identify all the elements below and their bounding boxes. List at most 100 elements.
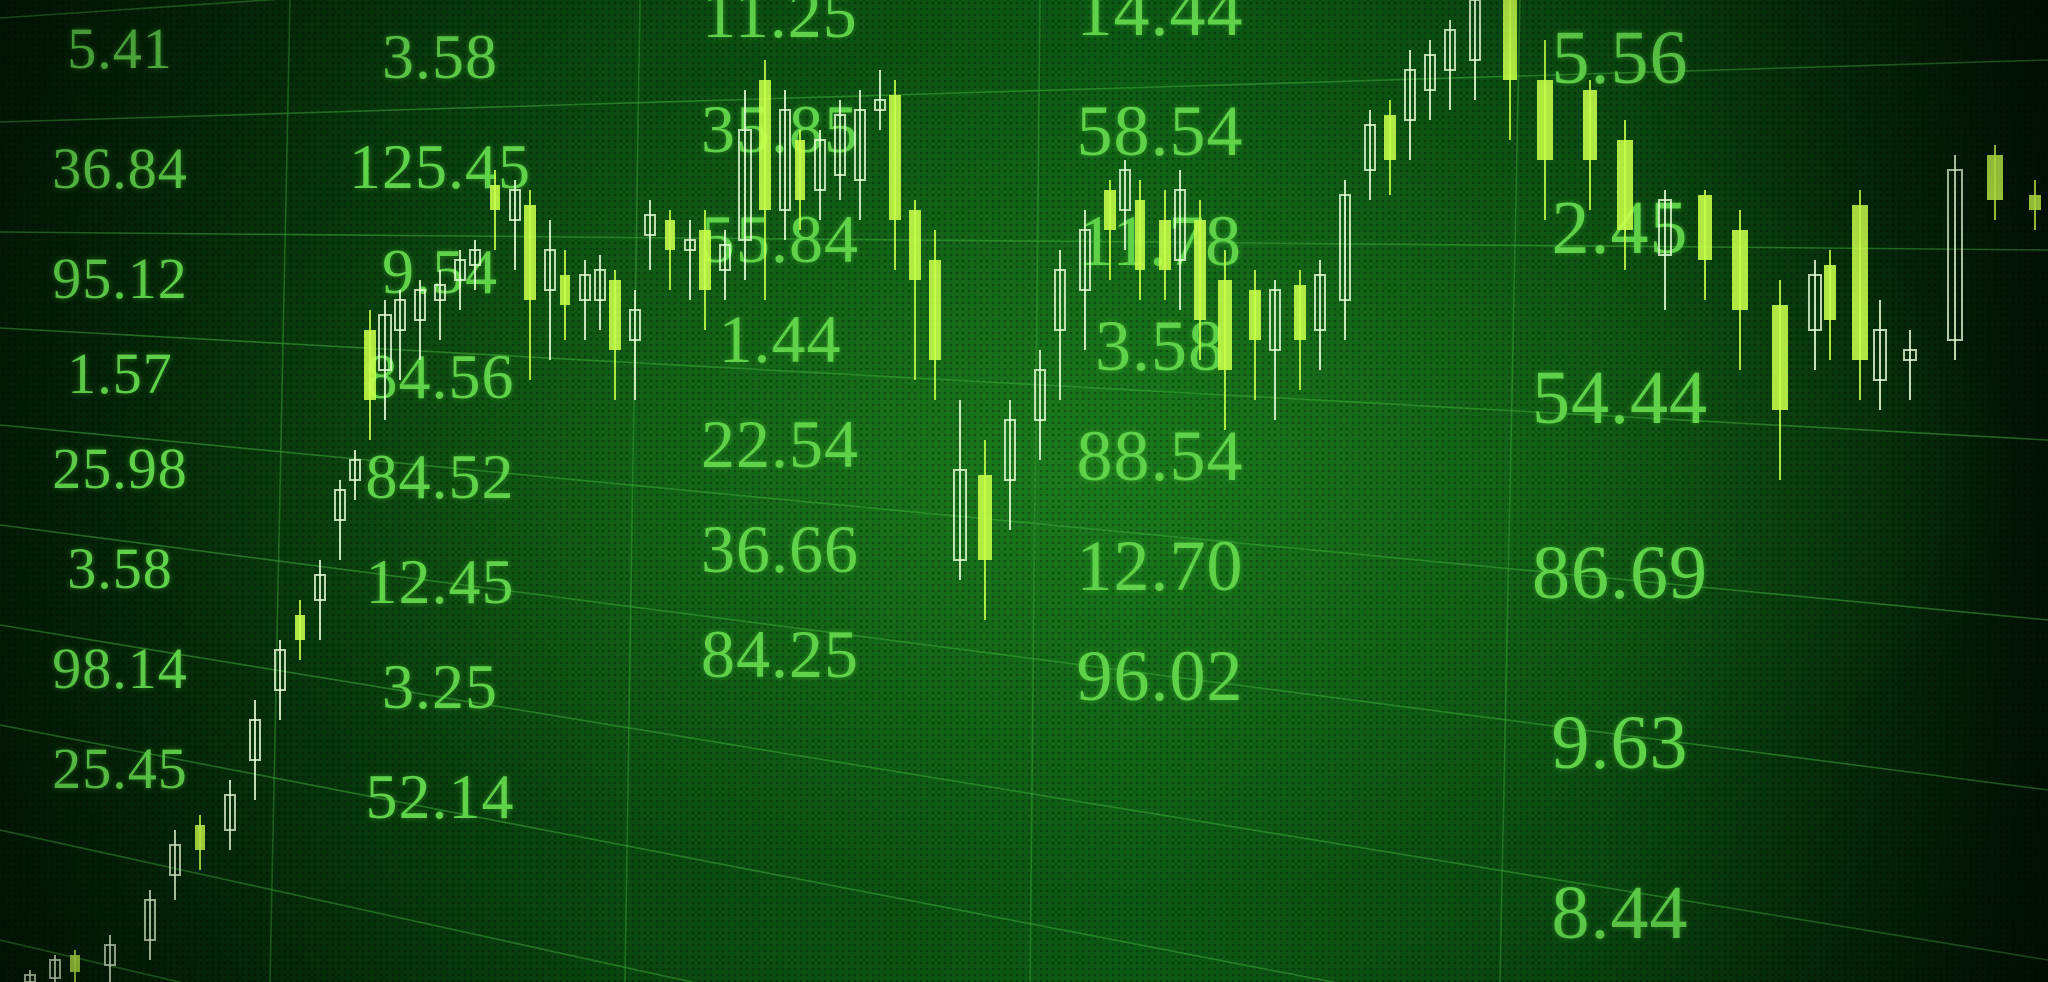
candlestick [834,100,846,200]
candlestick [1732,210,1748,370]
candlestick [295,600,305,660]
grid-line [0,327,2048,441]
ticker-cell: 25.98 [52,436,188,501]
ticker-cell: 8.44 [1551,871,1689,955]
candlestick [1249,270,1261,400]
ticker-cell: 55.84 [701,201,859,277]
candlestick [454,250,466,310]
candlestick [349,450,361,500]
ticker-cell: 14.44 [1076,0,1244,51]
candlestick [1339,180,1351,340]
ticker-cell: 12.45 [365,546,515,617]
ticker-cell: 9.63 [1551,701,1689,785]
candlestick [854,90,866,220]
ticker-cell: 36.84 [52,136,188,201]
ticker-cell: 86.69 [1532,531,1708,615]
candlestick [394,290,406,380]
ticker-cell: 52.14 [365,761,515,832]
candlestick [909,200,921,380]
candlestick [759,60,771,300]
candlestick [594,255,606,330]
candlestick [1824,250,1836,360]
candlestick [1987,145,2003,220]
candlestick [629,290,641,400]
candlestick [1873,300,1887,410]
candlestick [889,80,901,270]
candlestick [1364,110,1376,200]
ticker-cell: 95.12 [52,246,188,311]
ticker-cell: 25.45 [52,736,188,801]
ticker-cell: 3.25 [382,651,498,722]
candlestick [169,830,181,900]
ticker-cell: 98.14 [52,636,188,701]
candlestick [469,240,481,290]
grid-line [624,0,641,982]
ticker-cell: 88.54 [1076,416,1244,496]
candlestick [524,190,536,380]
candlestick [1617,120,1633,270]
candlestick [1034,350,1046,460]
ticker-cell: 5.41 [67,16,173,81]
ticker-cell: 84.25 [701,616,859,692]
candlestick [1218,250,1232,430]
grid-line [269,0,291,982]
ticker-cell: 58.54 [1076,91,1244,171]
ticker-cell: 11.25 [702,0,858,52]
candlestick [738,90,752,280]
grid-line [0,424,2048,621]
grid-line [0,59,2048,123]
candlestick [1384,100,1396,195]
candlestick [1294,270,1306,390]
candlestick [560,250,570,340]
candlestick [49,955,61,982]
grid-line [1499,0,1521,982]
candlestick [274,640,286,720]
candlestick [684,220,696,300]
candlestick [779,90,791,240]
candlestick [795,130,805,230]
candlestick [1135,180,1145,300]
candlestick [609,270,621,400]
candlestick [1658,190,1672,310]
candlestick [699,210,711,330]
candlestick [1054,250,1066,400]
ticker-cell: 3.58 [1095,306,1225,386]
ticker-cell: 96.02 [1076,636,1244,716]
candlestick [929,230,941,400]
candlestick [1269,280,1281,420]
ticker-cell: 1.44 [718,301,842,377]
candlestick [1004,400,1016,530]
candlestick [1424,40,1436,120]
candlestick [378,300,392,420]
candlestick [224,780,236,850]
candlestick [1503,0,1517,140]
candlestick [334,480,346,560]
candlestick [314,560,326,640]
grid-line [0,624,2048,961]
candlestick [978,440,992,620]
candlestick [249,700,261,800]
grid-line [1029,0,1041,982]
grid-line [0,724,1337,982]
candlestick [144,890,156,960]
ticker-cell: 22.54 [701,406,859,482]
candlestick [1159,190,1171,300]
grid-line [0,524,2048,791]
ticker-cell: 12.70 [1076,526,1244,606]
candlestick [1314,260,1326,370]
candlestick [1469,0,1481,100]
candlestick [509,180,521,270]
candlestick [364,310,376,440]
candlestick [874,70,886,130]
candlestick [814,130,826,220]
grid-line [0,829,696,982]
candlestick [490,170,500,250]
candlestick [1947,155,1963,360]
candlestick [1537,40,1553,220]
ticker-cell: 1.57 [67,341,173,406]
candlestick [1772,280,1788,480]
ticker-cell: 3.58 [67,536,173,601]
ticker-cell: 3.58 [382,21,498,92]
candlestick [544,220,556,360]
